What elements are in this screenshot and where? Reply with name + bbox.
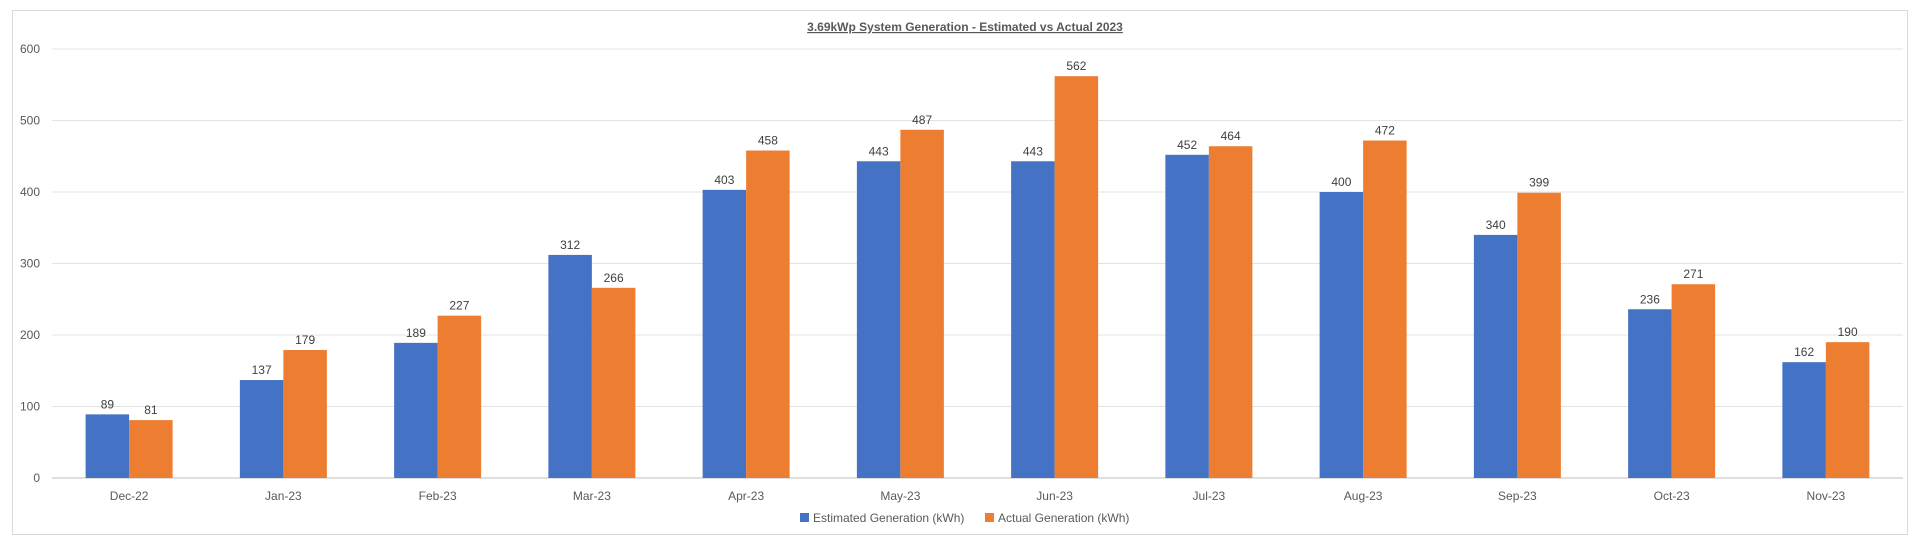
bar-actual: [283, 350, 327, 478]
x-tick-label: Jul-23: [1193, 489, 1226, 503]
data-label: 189: [406, 326, 426, 340]
bar-actual: [1825, 342, 1870, 478]
data-label: 403: [714, 173, 734, 187]
data-label: 399: [1529, 176, 1549, 190]
bar-estimated: [1011, 161, 1055, 478]
legend-item-actual: Actual Generation (kWh): [985, 511, 1129, 525]
x-tick-label: Apr-23: [728, 489, 764, 503]
legend: Estimated Generation (kWh) Actual Generat…: [800, 511, 1129, 525]
bar-estimated: [856, 161, 901, 478]
bar-estimated: [1319, 192, 1364, 478]
data-label: 89: [101, 397, 115, 411]
data-label: 340: [1486, 218, 1506, 232]
y-axis: 0 100 200 300 400 500 600: [20, 42, 40, 485]
x-tick-label: Nov-23: [1807, 489, 1846, 503]
y-tick-label: 500: [20, 114, 40, 128]
data-label: 81: [144, 403, 158, 417]
bar-actual: [1517, 192, 1561, 478]
bar-estimated: [394, 342, 438, 478]
y-tick-label: 0: [33, 471, 40, 485]
y-tick-label: 600: [20, 42, 40, 56]
data-label: 236: [1640, 292, 1660, 306]
bar-actual: [746, 150, 790, 478]
bar-actual: [437, 315, 482, 478]
x-tick-label: Jan-23: [265, 489, 302, 503]
bar-estimated: [239, 380, 284, 478]
bar-estimated: [85, 414, 130, 478]
data-label: 443: [1023, 144, 1043, 158]
data-label: 266: [604, 271, 624, 285]
data-label: 162: [1794, 345, 1814, 359]
bar-actual: [591, 287, 636, 478]
legend-label: Actual Generation (kWh): [998, 511, 1129, 525]
data-label: 312: [560, 238, 580, 252]
x-tick-label: Feb-23: [419, 489, 457, 503]
x-tick-label: Aug-23: [1344, 489, 1383, 503]
data-label: 137: [252, 363, 272, 377]
x-tick-label: Mar-23: [573, 489, 611, 503]
data-label: 190: [1838, 325, 1858, 339]
data-label: 464: [1221, 129, 1241, 143]
bar-estimated: [1165, 154, 1209, 478]
bar-actual: [1208, 146, 1253, 479]
bar-actual: [1054, 76, 1099, 479]
x-tick-label: Dec-22: [110, 489, 149, 503]
bar-actual: [1363, 140, 1407, 478]
data-label: 452: [1177, 138, 1197, 152]
x-axis: Dec-22 Jan-23 Feb-23 Mar-23 Apr-23 May-23 Jun-…: [110, 489, 1846, 503]
x-tick-label: Sep-23: [1498, 489, 1537, 503]
y-tick-label: 400: [20, 185, 40, 199]
data-label: 487: [912, 113, 932, 127]
bar-actual: [129, 420, 173, 478]
data-label: 271: [1683, 267, 1703, 281]
x-tick-label: May-23: [880, 489, 920, 503]
legend-label: Estimated Generation (kWh): [813, 511, 964, 525]
gridlines: [52, 48, 1903, 479]
bar-estimated: [1782, 362, 1826, 478]
chart-title: 3.69kWp System Generation - Estimated vs…: [807, 20, 1123, 34]
data-label: 472: [1375, 124, 1395, 138]
data-label: 227: [449, 299, 469, 313]
data-label: 400: [1331, 175, 1351, 189]
data-label: 443: [869, 144, 889, 158]
bar-estimated: [1473, 234, 1518, 478]
data-label: 458: [758, 134, 778, 148]
bar-actual: [1671, 284, 1716, 478]
bar-estimated: [702, 189, 747, 479]
legend-swatch: [800, 513, 809, 522]
bar-actual: [900, 129, 944, 479]
data-label: 179: [295, 333, 315, 347]
x-tick-label: Jun-23: [1036, 489, 1073, 503]
bars: 89 81 137 179 189 227 312 266 403 458 443 487 443 562…: [85, 59, 1870, 479]
data-label: 562: [1066, 59, 1086, 73]
y-tick-label: 200: [20, 328, 40, 342]
bar-estimated: [1628, 309, 1672, 478]
legend-item-estimated: Estimated Generation (kWh): [800, 511, 964, 525]
y-tick-label: 100: [20, 400, 40, 414]
bar-estimated: [548, 254, 592, 478]
y-tick-label: 300: [20, 257, 40, 271]
x-tick-label: Oct-23: [1654, 489, 1690, 503]
chart-frame: [12, 10, 1908, 535]
legend-swatch: [985, 513, 994, 522]
